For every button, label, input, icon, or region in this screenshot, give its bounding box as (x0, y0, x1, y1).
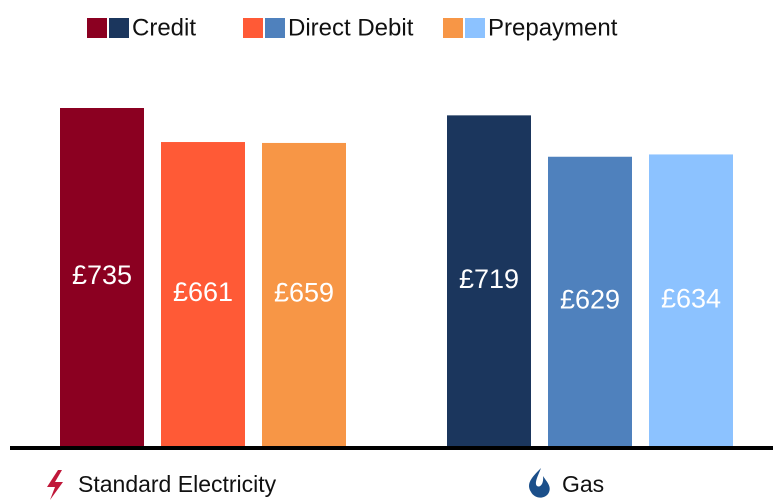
category-label: Gas (562, 471, 604, 497)
bar (649, 154, 733, 446)
legend-swatch (243, 18, 263, 38)
legend-label: Direct Debit (288, 14, 414, 41)
bar (262, 142, 346, 447)
legend-label: Prepayment (488, 14, 618, 41)
legend-label: Credit (132, 14, 196, 41)
category-label: Standard Electricity (78, 471, 277, 497)
value-label: £634 (661, 283, 721, 313)
bar (548, 156, 632, 446)
electricity-icon (47, 470, 63, 500)
bar (447, 115, 531, 447)
bar (60, 108, 144, 446)
legend-swatch (109, 18, 129, 38)
legend-swatch (443, 18, 463, 38)
bar (161, 142, 245, 446)
legend-swatch (465, 18, 485, 38)
value-label: £735 (72, 260, 132, 290)
value-label: £661 (173, 277, 233, 307)
value-label: £719 (459, 264, 519, 294)
legend-swatch (265, 18, 285, 38)
legend-swatch (87, 18, 107, 38)
gas-icon (529, 468, 550, 498)
value-label: £629 (560, 284, 620, 314)
value-label: £659 (274, 278, 334, 308)
